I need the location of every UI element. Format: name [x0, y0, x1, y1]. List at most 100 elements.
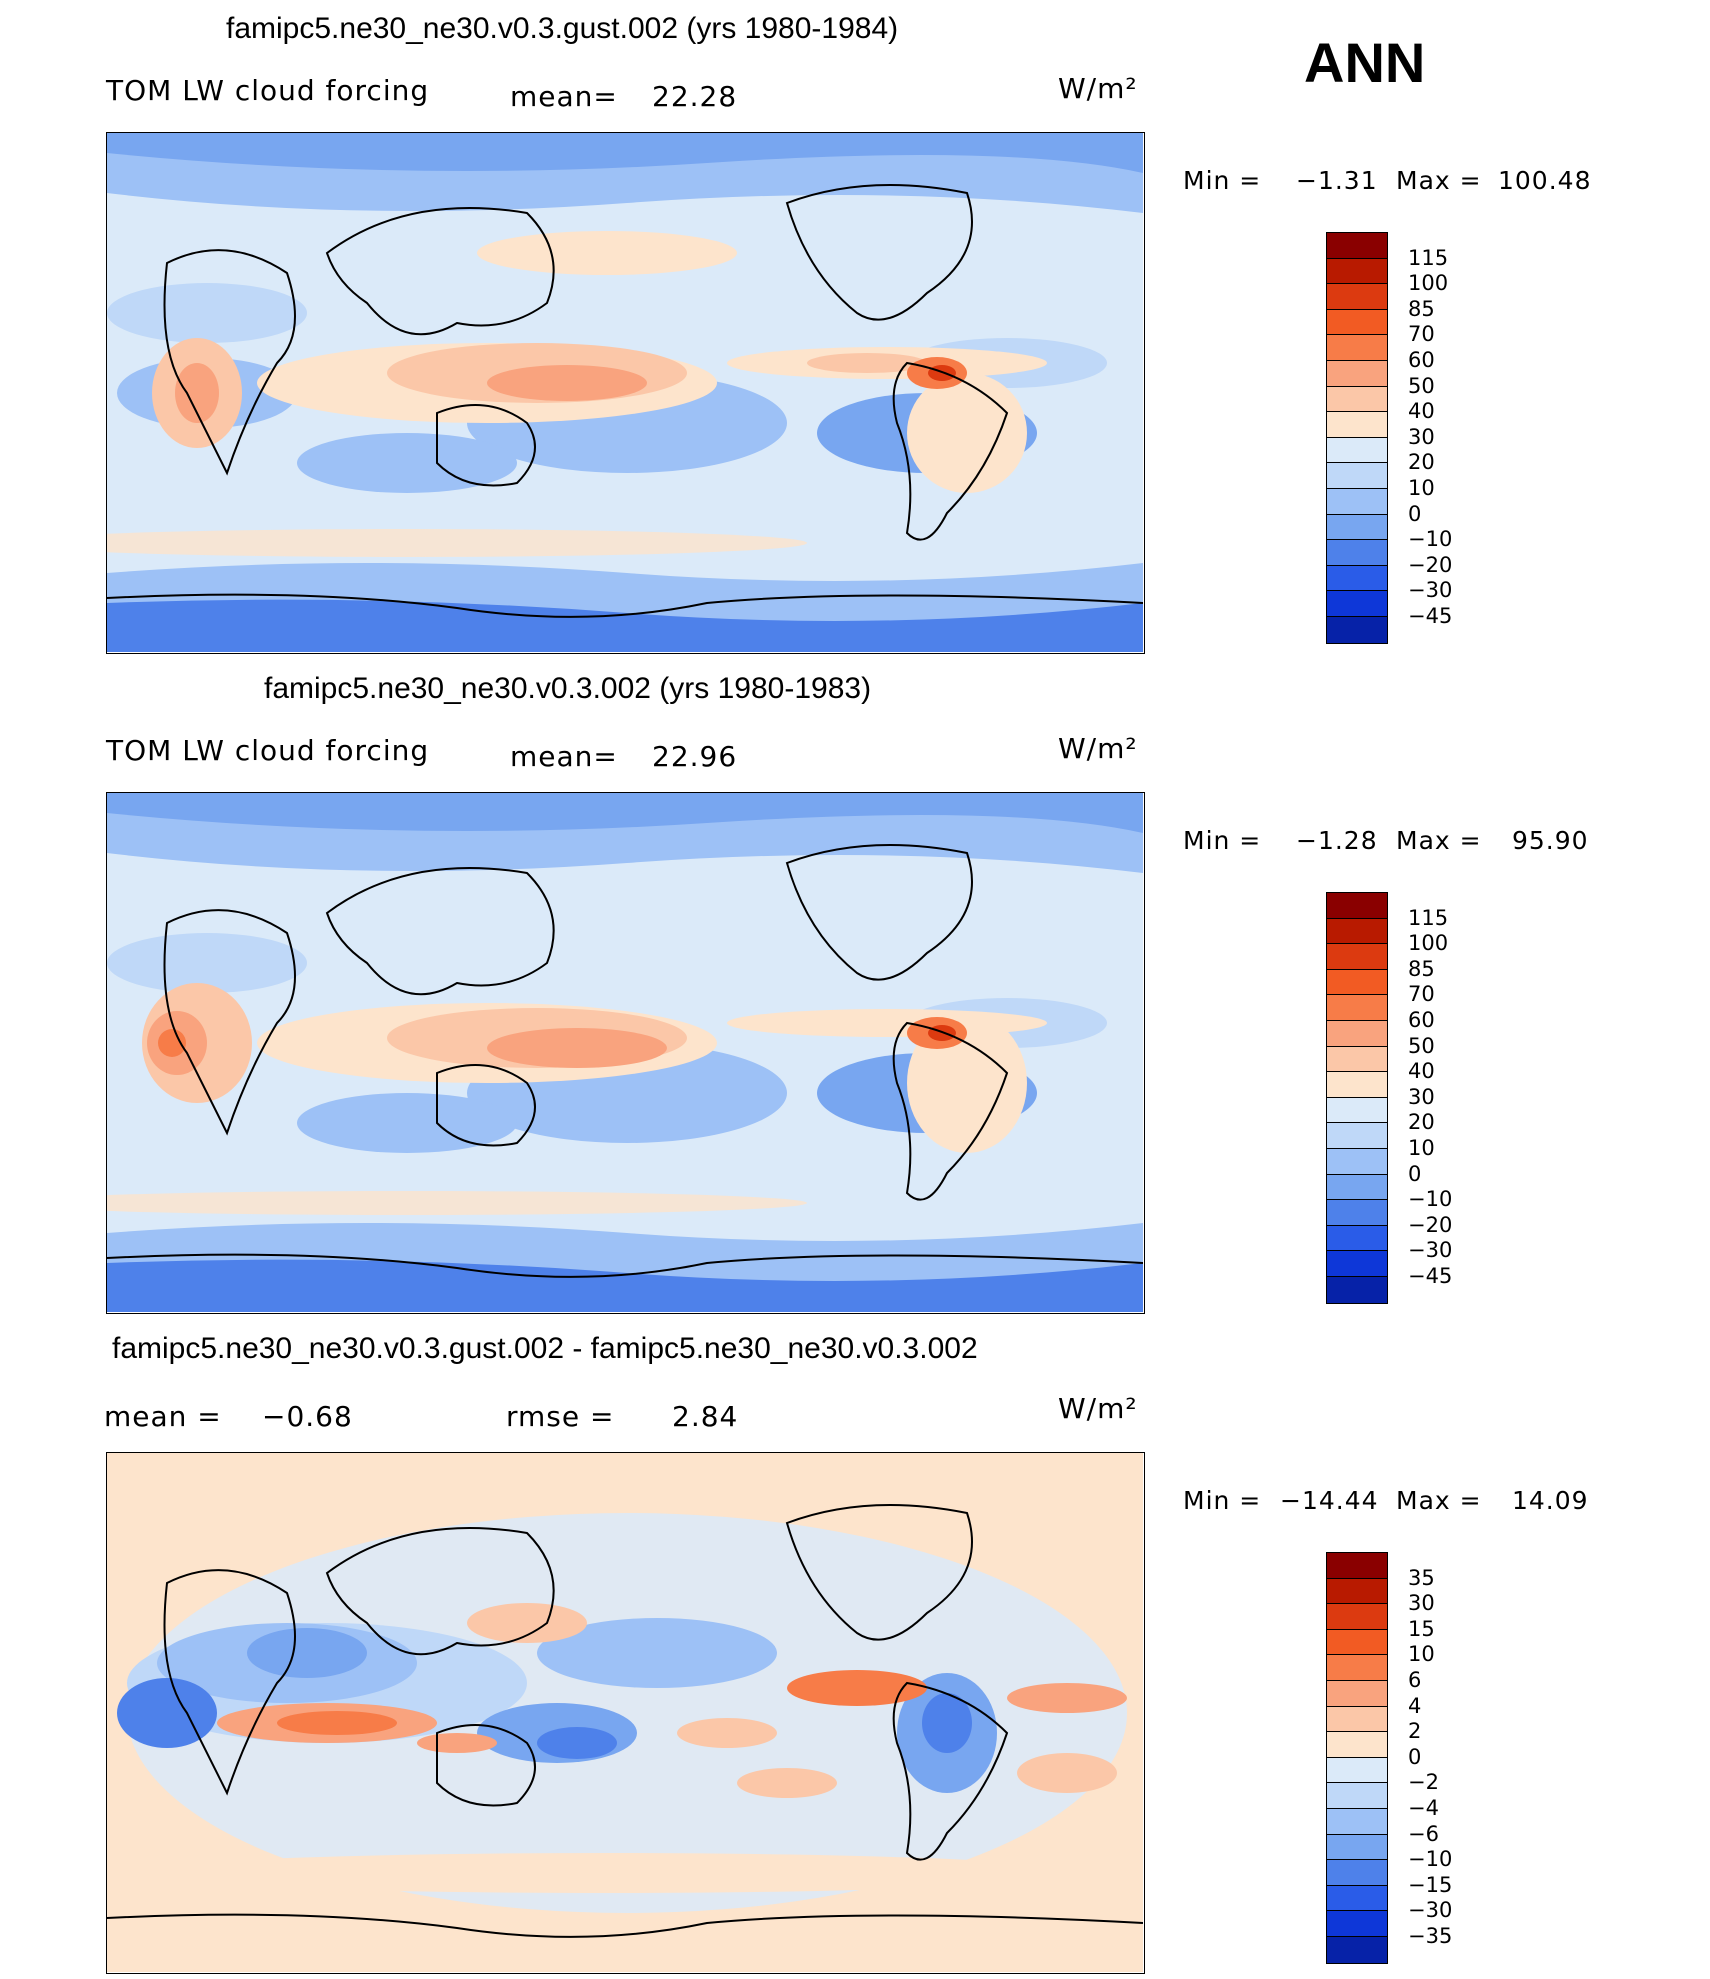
panel1-map — [106, 132, 1145, 654]
colorbar-swatch — [1327, 335, 1387, 361]
colorbar-swatch — [1327, 360, 1387, 387]
colorbar-tick-label: 85 — [1408, 296, 1435, 321]
colorbar-tick-label: −30 — [1408, 1238, 1453, 1263]
panel3-colorbar: 35 30 15 10 6 4 2 0 −2 −4 −6 −10 −15 −30 −35 — [1326, 1552, 1452, 1964]
colorbar-tick-label: 2 — [1408, 1719, 1422, 1744]
colorbar-tick-label: −6 — [1408, 1821, 1439, 1846]
colorbar-tick-label: 10 — [1408, 1642, 1435, 1667]
colorbar-tick-label: −10 — [1408, 1187, 1453, 1212]
colorbar-swatch — [1327, 1046, 1387, 1073]
colorbar-tick-label: 50 — [1408, 373, 1435, 398]
colorbar-tick-label: 60 — [1408, 348, 1435, 372]
colorbar-tick-label: 100 — [1408, 271, 1449, 296]
season-label: ANN — [1304, 31, 1426, 94]
colorbar-tick-label: 0 — [1408, 501, 1422, 526]
colorbar-swatch — [1327, 540, 1387, 566]
colorbar-swatch — [1327, 1680, 1387, 1707]
colorbar-swatch — [1327, 1834, 1387, 1861]
panel1-title: famipc5.ne30_ne30.v0.3.gust.002 (yrs 198… — [226, 12, 899, 45]
panel3-title: famipc5.ne30_ne30.v0.3.gust.002 - famipc… — [112, 1332, 978, 1365]
colorbar-swatch — [1327, 1911, 1387, 1937]
colorbar-swatch — [1327, 1123, 1387, 1149]
colorbar-swatch — [1327, 514, 1387, 541]
panel3-mean-label: mean = — [104, 1400, 222, 1433]
panel2-mean-value: 22.96 — [652, 740, 738, 773]
colorbar-swatch — [1327, 1783, 1387, 1809]
colorbar-swatch — [1327, 463, 1387, 489]
panel3-min-label: Min = — [1183, 1486, 1262, 1515]
colorbar-tick-label: 4 — [1408, 1693, 1422, 1718]
colorbar-tick-label: 20 — [1408, 1110, 1435, 1135]
colorbar-swatch — [1327, 969, 1387, 996]
colorbar-swatch — [1327, 1936, 1387, 1963]
colorbar-tick-label: −20 — [1408, 1212, 1453, 1237]
panel2-map — [106, 792, 1145, 1314]
colorbar-tick-label: 85 — [1408, 956, 1435, 981]
panel2-colorbar: 115 100 85 70 60 50 40 30 20 10 0 −10 −20 −30 −45 — [1326, 892, 1452, 1304]
panel1-min-value: −1.31 — [1296, 166, 1378, 195]
colorbar-tick-label: 10 — [1408, 476, 1435, 500]
panel3-map-svg — [107, 1453, 1143, 1972]
panel3-rmse-label: rmse = — [506, 1400, 615, 1433]
colorbar-swatch — [1327, 1072, 1387, 1098]
panel1-mean-label: mean= — [510, 80, 618, 113]
colorbar-tick-label: 30 — [1408, 1591, 1435, 1616]
panel2-min-value: −1.28 — [1296, 826, 1378, 855]
colorbar-tick-label: 70 — [1408, 322, 1435, 347]
colorbar-swatch — [1327, 1578, 1387, 1605]
colorbar-tick-label: 35 — [1408, 1565, 1435, 1590]
colorbar-tick-label: −15 — [1408, 1872, 1453, 1897]
colorbar-swatch — [1327, 944, 1387, 970]
colorbar-swatch — [1327, 1020, 1387, 1047]
colorbar-swatch — [1327, 1732, 1387, 1758]
colorbar-tick-label: −20 — [1408, 552, 1453, 577]
colorbar-tick-label: −35 — [1408, 1924, 1453, 1948]
colorbar-swatch — [1327, 1808, 1387, 1835]
colorbar-tick-label: −2 — [1408, 1770, 1439, 1795]
colorbar-tick-label: 70 — [1408, 982, 1435, 1007]
colorbar-tick-label: −4 — [1408, 1796, 1439, 1820]
colorbar-swatch — [1327, 437, 1387, 464]
colorbar-swatch — [1327, 616, 1387, 643]
colorbar-tick-label: 115 — [1408, 905, 1449, 930]
panel1-units: W/m² — [1058, 72, 1138, 105]
panel2-variable-label: TOM LW cloud forcing — [106, 734, 430, 767]
panel1-max-value: 100.48 — [1498, 166, 1592, 195]
colorbar-swatch — [1327, 591, 1387, 617]
colorbar-tick-label: −10 — [1408, 527, 1453, 552]
colorbar-tick-label: 30 — [1408, 1084, 1435, 1109]
colorbar-swatch — [1327, 412, 1387, 438]
panel3-mean-value: −0.68 — [262, 1400, 353, 1433]
colorbar-tick-label: 30 — [1408, 424, 1435, 449]
colorbar-swatch — [1327, 1757, 1387, 1784]
colorbar-swatch — [1327, 893, 1387, 919]
panel3-min-value: −14.44 — [1280, 1486, 1379, 1515]
colorbar-swatch — [1327, 918, 1387, 945]
colorbar-swatch — [1327, 1706, 1387, 1733]
panel1-colorbar: 115 100 85 70 60 50 40 30 20 10 0 −10 −20 −30 −45 — [1326, 232, 1452, 644]
panel2-map-svg — [107, 793, 1143, 1312]
colorbar-swatch — [1327, 1276, 1387, 1303]
colorbar-tick-label: 50 — [1408, 1033, 1435, 1058]
colorbar-tick-label: −10 — [1408, 1847, 1453, 1872]
colorbar-swatch — [1327, 1251, 1387, 1277]
panel2-mean-label: mean= — [510, 740, 618, 773]
colorbar-tick-label: 0 — [1408, 1161, 1422, 1186]
panel2-units: W/m² — [1058, 732, 1138, 765]
colorbar-swatch — [1327, 995, 1387, 1021]
colorbar-swatch — [1327, 1553, 1387, 1579]
colorbar-tick-label: 40 — [1408, 1059, 1435, 1084]
panel3-units: W/m² — [1058, 1392, 1138, 1425]
colorbar-tick-label: 0 — [1408, 1744, 1422, 1769]
panel3-max-label: Max = — [1396, 1486, 1482, 1515]
colorbar-swatch — [1327, 1604, 1387, 1630]
colorbar-swatch — [1327, 1174, 1387, 1201]
colorbar-swatch — [1327, 309, 1387, 336]
colorbar-swatch — [1327, 258, 1387, 285]
panel2-colorbar-box — [1326, 892, 1388, 1304]
colorbar-tick-label: 60 — [1408, 1008, 1435, 1032]
colorbar-swatch — [1327, 1629, 1387, 1656]
colorbar-swatch — [1327, 565, 1387, 592]
panel2-min-label: Min = — [1183, 826, 1262, 855]
colorbar-swatch — [1327, 233, 1387, 259]
